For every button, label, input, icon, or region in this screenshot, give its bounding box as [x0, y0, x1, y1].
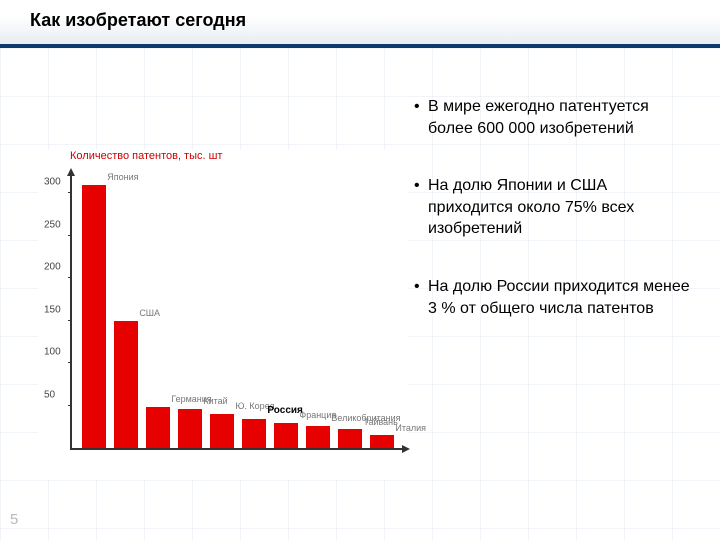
ytick-label: 300 — [44, 177, 61, 188]
bullet-dot-icon: • — [414, 96, 428, 139]
bar — [178, 409, 202, 448]
ytick-label: 150 — [44, 304, 61, 315]
bar — [114, 321, 138, 449]
bar-label: Россия — [267, 405, 303, 416]
bars-container: ЯпонияСШАГерманияКитайЮ. КореяРоссияФран… — [72, 176, 402, 448]
ytick-mark — [68, 235, 72, 236]
bar — [370, 435, 394, 448]
y-axis-arrow-icon — [67, 168, 75, 176]
ytick-label: 50 — [44, 389, 55, 400]
bar — [274, 423, 298, 449]
bar-label: Китай — [203, 396, 227, 406]
bar — [146, 407, 170, 448]
bullet-text: В мире ежегодно патентуется более 600 00… — [428, 96, 696, 139]
bullet-text: На долю России приходится менее 3 % от о… — [428, 276, 696, 319]
bar — [242, 419, 266, 448]
page-number: 5 — [10, 511, 18, 528]
ytick-mark — [68, 362, 72, 363]
ytick-label: 200 — [44, 262, 61, 273]
ytick-label: 100 — [44, 347, 61, 358]
slide-title: Как изобретают сегодня — [30, 10, 246, 31]
bar-label: Япония — [107, 172, 138, 182]
bullet-item: • На долю Японии и США приходится около … — [414, 175, 696, 240]
ytick-mark — [68, 192, 72, 193]
bar-label: США — [139, 308, 160, 318]
ytick-mark — [68, 320, 72, 321]
ytick-label: 250 — [44, 219, 61, 230]
bullet-text: На долю Японии и США приходится около 75… — [428, 175, 696, 240]
chart-plot-area: ЯпонияСШАГерманияКитайЮ. КореяРоссияФран… — [70, 176, 402, 450]
bullets-list: • В мире ежегодно патентуется более 600 … — [414, 96, 696, 355]
patents-bar-chart: Количество патентов, тыс. шт ЯпонияСШАГе… — [38, 150, 408, 480]
bar-label: Италия — [395, 423, 426, 433]
bar — [210, 414, 234, 448]
chart-title: Количество патентов, тыс. шт — [70, 150, 222, 162]
bullet-item: • На долю России приходится менее 3 % от… — [414, 276, 696, 319]
bar — [338, 429, 362, 448]
bullet-dot-icon: • — [414, 276, 428, 319]
ytick-mark — [68, 277, 72, 278]
bar — [82, 185, 106, 449]
bar-label: Тайвань — [363, 417, 397, 427]
bar — [306, 426, 330, 448]
x-axis-arrow-icon — [402, 445, 410, 453]
bullet-item: • В мире ежегодно патентуется более 600 … — [414, 96, 696, 139]
bullet-dot-icon: • — [414, 175, 428, 240]
ytick-mark — [68, 405, 72, 406]
